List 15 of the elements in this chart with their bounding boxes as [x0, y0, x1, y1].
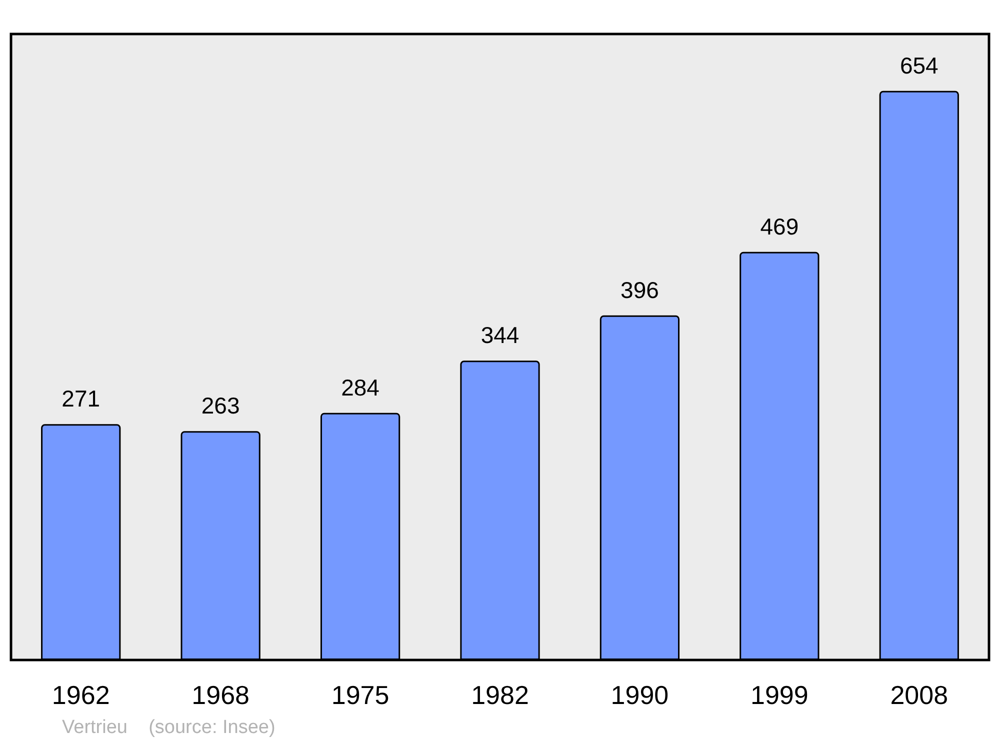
x-tick-label: 1999: [750, 680, 808, 710]
x-tick-label: 1982: [471, 680, 529, 710]
x-tick-label: 1975: [331, 680, 390, 710]
data-label: 469: [760, 213, 799, 240]
data-label: 396: [620, 276, 659, 303]
text: Vertrieu (source: Insee): [62, 717, 276, 738]
x-tick-label: 1990: [610, 680, 669, 710]
x-tick-label: 1968: [192, 680, 250, 710]
data-label: 344: [480, 322, 520, 348]
data-label: 284: [341, 374, 380, 400]
data-label: 263: [201, 392, 240, 419]
x-tick-label: 2008: [890, 680, 948, 710]
data-label: 271: [62, 386, 100, 412]
x-tick-label: 1962: [52, 680, 110, 710]
data-label: 654: [900, 52, 939, 78]
